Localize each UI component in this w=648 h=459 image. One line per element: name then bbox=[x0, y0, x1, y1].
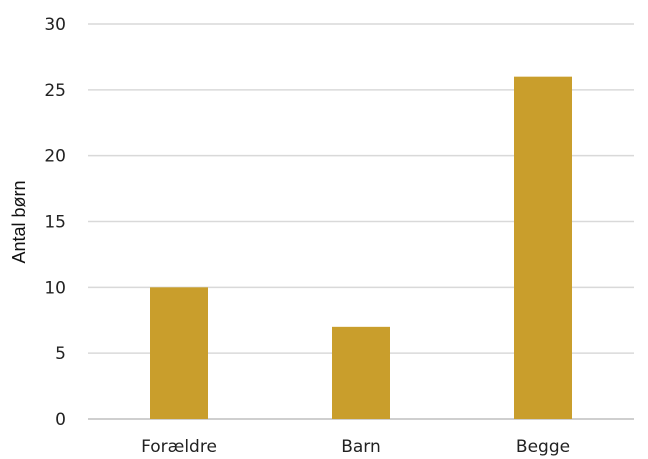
y-tick-label: 15 bbox=[44, 213, 66, 233]
y-tick-label: 30 bbox=[44, 15, 66, 35]
y-tick-label: 25 bbox=[44, 81, 66, 101]
y-tick-label: 5 bbox=[55, 344, 66, 364]
bars bbox=[150, 76, 572, 420]
y-axis-label: Antal børn bbox=[9, 180, 29, 263]
x-tick-label: Forældre bbox=[141, 437, 217, 457]
y-tick-labels: 0 5 10 15 20 25 30 bbox=[44, 15, 66, 430]
x-tick-labels: Forældre Barn Begge bbox=[141, 437, 570, 457]
x-tick-label: Barn bbox=[341, 437, 381, 457]
y-tick-label: 0 bbox=[55, 410, 66, 430]
bar-1 bbox=[332, 326, 390, 419]
bar-2 bbox=[514, 76, 572, 420]
y-tick-label: 20 bbox=[44, 147, 66, 167]
y-tick-label: 10 bbox=[44, 278, 66, 298]
x-tick-label: Begge bbox=[516, 437, 570, 457]
bar-0 bbox=[150, 287, 208, 419]
